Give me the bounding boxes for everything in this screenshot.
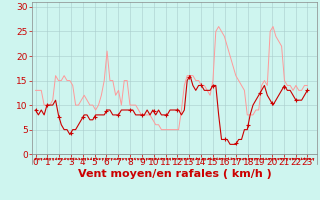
X-axis label: Vent moyen/en rafales ( km/h ): Vent moyen/en rafales ( km/h ) xyxy=(77,169,271,179)
